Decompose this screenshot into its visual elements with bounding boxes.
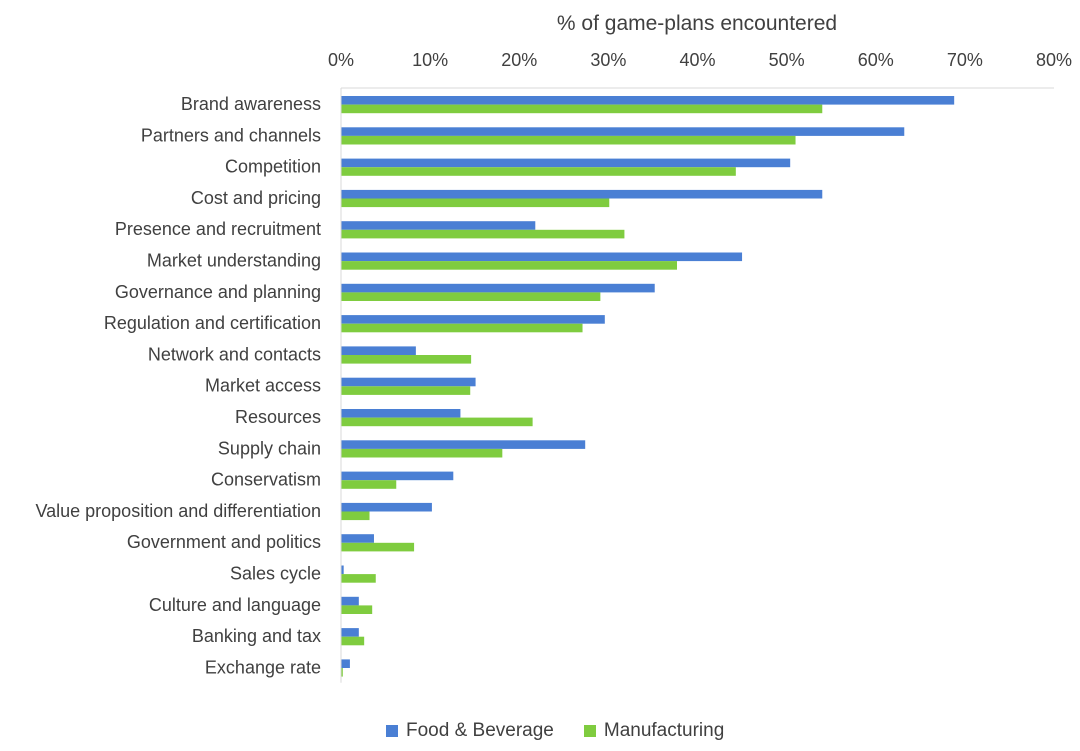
- bar-food-beverage: [341, 565, 344, 575]
- category-label: Presence and recruitment: [115, 219, 321, 239]
- chart-title: % of game-plans encountered: [557, 12, 837, 35]
- bar-manufacturing: [341, 574, 376, 583]
- bar-manufacturing: [341, 292, 601, 301]
- category-label: Resources: [235, 407, 321, 427]
- bar-food-beverage: [341, 283, 655, 293]
- category-label: Competition: [225, 157, 321, 177]
- bar-manufacturing: [341, 605, 373, 614]
- bar-manufacturing: [341, 198, 610, 208]
- x-tick-label: 20%: [501, 50, 537, 70]
- legend-swatch-manufacturing: [583, 725, 596, 737]
- legend-item-food-beverage: Food & Beverage: [386, 720, 554, 742]
- category-label: Cost and pricing: [191, 188, 321, 208]
- bar-manufacturing: [341, 511, 370, 521]
- bar-food-beverage: [341, 659, 350, 668]
- x-tick-label: 10%: [412, 50, 448, 70]
- category-labels: Brand awareness Partners and channels Comp…: [35, 94, 321, 677]
- legend-label-food-beverage: Food & Beverage: [406, 720, 554, 741]
- bar-food-beverage: [341, 596, 359, 606]
- category-label: Sales cycle: [230, 564, 321, 584]
- category-label: Value proposition and differentiation: [35, 501, 321, 521]
- legend-swatch-food-beverage: [386, 725, 398, 737]
- category-label: Government and politics: [127, 532, 321, 552]
- bars: [341, 96, 955, 677]
- bar-food-beverage: [341, 628, 359, 637]
- bar-manufacturing: [341, 448, 503, 458]
- legend-item-manufacturing: Manufacturing: [583, 720, 725, 742]
- category-label: Market access: [205, 376, 321, 396]
- bar-food-beverage: [341, 534, 374, 543]
- x-axis-ticks: 0% 10% 20% 30% 40% 50% 60% 70% 80%: [328, 50, 1072, 70]
- bar-manufacturing: [341, 386, 471, 395]
- bar-manufacturing: [341, 542, 415, 552]
- bar-manufacturing: [341, 636, 365, 646]
- bar-food-beverage: [341, 346, 416, 355]
- x-tick-label: 0%: [328, 50, 354, 70]
- legend: Food & Beverage Manufacturing: [386, 720, 724, 742]
- category-label: Partners and channels: [141, 125, 321, 145]
- bar-manufacturing: [341, 668, 343, 677]
- bar-manufacturing: [341, 417, 533, 427]
- bar-manufacturing: [341, 167, 736, 176]
- x-tick-label: 80%: [1036, 50, 1072, 70]
- bar-food-beverage: [341, 315, 605, 324]
- category-label: Exchange rate: [205, 657, 321, 677]
- category-label: Regulation and certification: [104, 313, 321, 333]
- x-tick-label: 40%: [679, 50, 715, 70]
- category-label: Banking and tax: [192, 626, 321, 646]
- bar-manufacturing: [341, 323, 583, 333]
- bar-food-beverage: [341, 221, 536, 230]
- bar-food-beverage: [341, 189, 823, 199]
- bar-manufacturing: [341, 104, 823, 114]
- category-label: Brand awareness: [181, 94, 321, 114]
- x-tick-label: 60%: [858, 50, 894, 70]
- bar-food-beverage: [341, 377, 476, 387]
- category-label: Governance and planning: [115, 282, 321, 302]
- category-label: Conservatism: [211, 470, 321, 490]
- category-label: Culture and language: [149, 595, 321, 615]
- bar-manufacturing: [341, 229, 625, 239]
- bar-manufacturing: [341, 480, 397, 489]
- x-tick-label: 50%: [769, 50, 805, 70]
- bar-manufacturing: [341, 261, 678, 270]
- bar-manufacturing: [341, 135, 796, 145]
- bar-food-beverage: [341, 440, 586, 449]
- bar-manufacturing: [341, 355, 472, 364]
- bar-food-beverage: [341, 127, 905, 136]
- bar-food-beverage: [341, 252, 743, 262]
- x-tick-label: 30%: [590, 50, 626, 70]
- x-tick-label: 70%: [947, 50, 983, 70]
- legend-label-manufacturing: Manufacturing: [603, 720, 725, 741]
- category-label: Network and contacts: [148, 344, 321, 364]
- category-label: Supply chain: [218, 438, 321, 458]
- bar-food-beverage: [341, 158, 791, 168]
- bar-food-beverage: [341, 471, 454, 481]
- bar-food-beverage: [341, 502, 432, 512]
- category-label: Market understanding: [147, 251, 321, 271]
- bar-food-beverage: [341, 409, 461, 418]
- bar-food-beverage: [341, 96, 955, 105]
